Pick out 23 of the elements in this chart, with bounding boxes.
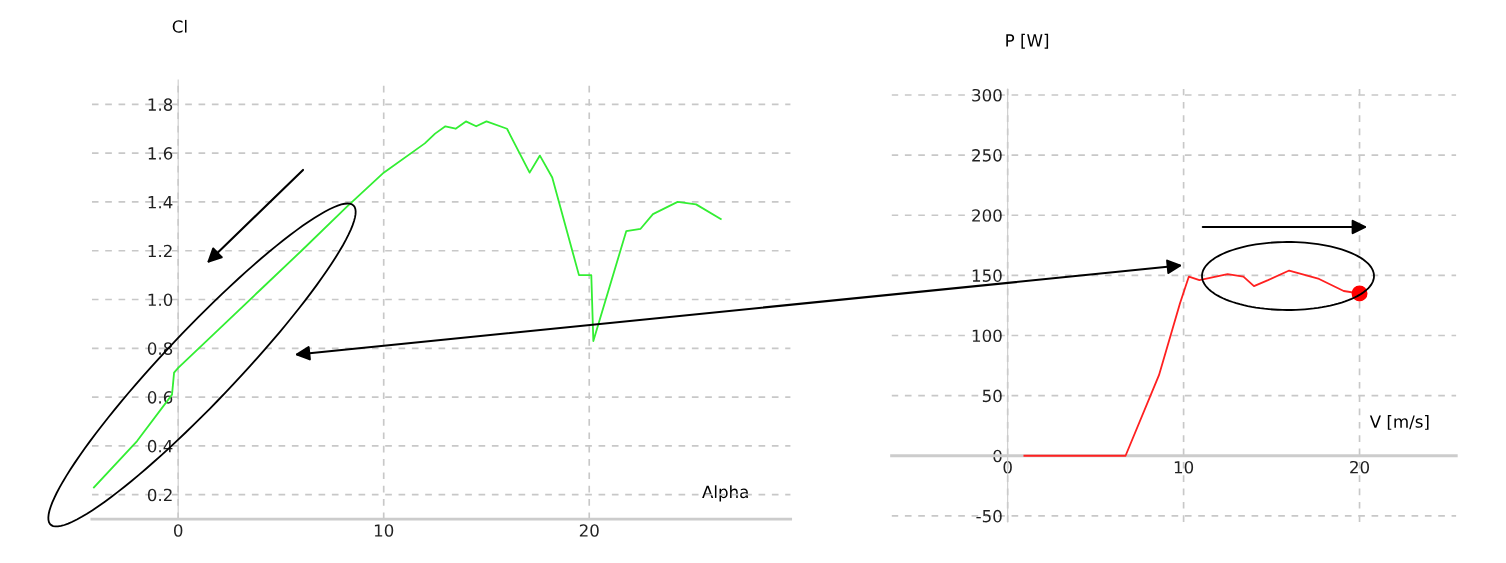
y-tick-label: 250: [972, 149, 1002, 162]
y-axis-title: Cl: [172, 19, 187, 33]
y-tick-label: 0.4: [147, 439, 173, 453]
y-tick-label: 200: [972, 209, 1002, 222]
x-tick-label: 10: [1174, 460, 1194, 474]
y-tick-label: 1.8: [148, 98, 173, 111]
y-tick-label: 0.2: [147, 488, 172, 502]
x-tick-label: 10: [374, 524, 394, 537]
y-tick-label: 1.4: [148, 196, 173, 209]
x-axis-title: V [m/s]: [1369, 414, 1429, 430]
y-tick-label: 1.0: [148, 293, 173, 307]
y-tick-label: 150: [972, 269, 1002, 282]
y-tick-label: 300: [972, 88, 1002, 102]
x-tick-label: 20: [579, 524, 599, 537]
y-tick-label: 50: [982, 389, 1002, 403]
y-tick-label: 1.6: [148, 147, 173, 160]
x-tick-label: 0: [1003, 460, 1012, 474]
x-tick-label: 20: [1350, 460, 1370, 474]
x-tick-label: 0: [173, 524, 183, 537]
y-tick-label: -50: [976, 509, 1002, 523]
y-tick-label: 100: [972, 329, 1002, 343]
y-axis-title: P [W]: [1006, 33, 1049, 49]
y-tick-label: 1.2: [148, 244, 172, 258]
